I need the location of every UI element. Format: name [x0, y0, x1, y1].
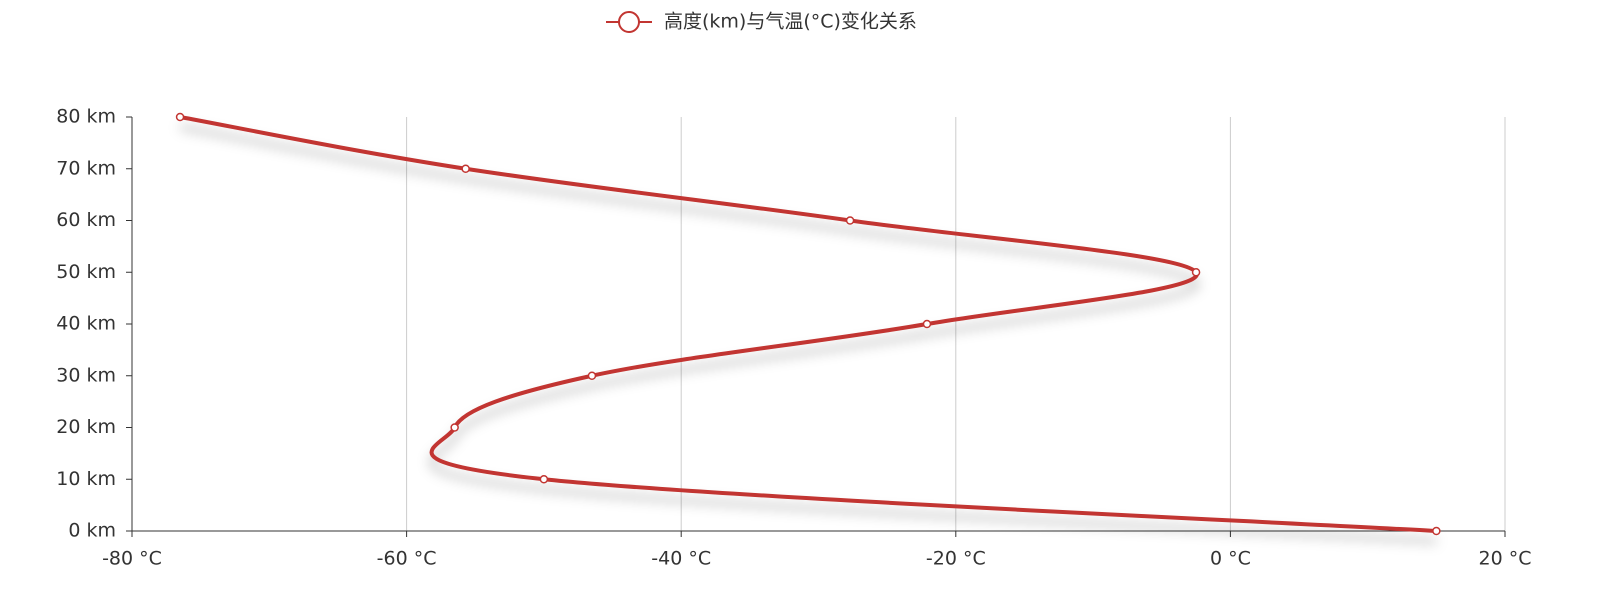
y-tick-label: 50 km	[56, 261, 116, 283]
point	[539, 475, 549, 484]
x-tick-label: -20 °C	[926, 548, 986, 570]
point	[587, 371, 597, 380]
x-tick-label: 0 °C	[1210, 548, 1251, 570]
point	[450, 423, 459, 432]
point	[845, 216, 855, 225]
y-tick-label: 80 km	[56, 106, 116, 128]
point	[1191, 268, 1201, 277]
y-tick-label: 70 km	[56, 157, 116, 179]
x-tick-label: -40 °C	[651, 548, 711, 570]
legend-marker	[618, 11, 640, 33]
x-tick-label: -60 °C	[377, 548, 437, 570]
point	[922, 319, 932, 329]
point	[175, 112, 185, 122]
x-tick-label: -80 °C	[102, 548, 162, 570]
legend-label: 高度(km)与气温(°C)变化关系	[664, 11, 917, 33]
y-tick-label: 10 km	[56, 468, 116, 490]
y-tick-label: 40 km	[56, 313, 116, 335]
y-tick-label: 20 km	[56, 416, 116, 438]
series-line	[179, 115, 1437, 533]
x-tick-label: 20 °C	[1479, 548, 1532, 570]
point	[1432, 526, 1441, 536]
y-tick-label: 60 km	[56, 209, 116, 231]
point	[461, 164, 470, 173]
y-tick-label: 30 km	[56, 364, 116, 386]
y-tick-label: 0 km	[68, 520, 116, 542]
